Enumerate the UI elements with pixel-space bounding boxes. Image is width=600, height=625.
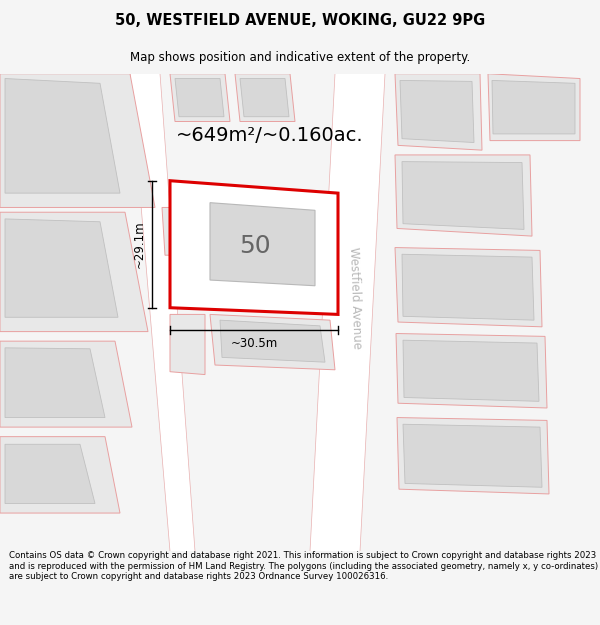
Polygon shape [402,162,524,229]
Polygon shape [170,74,230,121]
Polygon shape [210,314,335,370]
Polygon shape [5,219,118,318]
Polygon shape [0,213,148,332]
Polygon shape [488,74,580,141]
Polygon shape [5,444,95,504]
Text: 50, WESTFIELD AVENUE, WOKING, GU22 9PG: 50, WESTFIELD AVENUE, WOKING, GU22 9PG [115,13,485,28]
Polygon shape [403,424,542,488]
Polygon shape [403,340,539,401]
Text: Westfield Avenue: Westfield Avenue [347,247,363,349]
Polygon shape [170,181,338,314]
Text: Map shows position and indicative extent of the property.: Map shows position and indicative extent… [130,51,470,64]
Polygon shape [0,341,132,427]
Polygon shape [395,248,542,327]
Polygon shape [240,79,289,117]
Polygon shape [397,418,549,494]
Polygon shape [220,320,325,362]
Polygon shape [175,79,224,117]
Polygon shape [210,202,315,286]
Text: Contains OS data © Crown copyright and database right 2021. This information is : Contains OS data © Crown copyright and d… [9,551,598,581]
Polygon shape [180,202,203,255]
Polygon shape [130,74,195,551]
Text: 50: 50 [239,234,271,258]
Polygon shape [395,74,482,150]
Polygon shape [235,74,295,121]
Polygon shape [5,348,105,418]
Polygon shape [492,81,575,134]
Polygon shape [402,254,534,320]
Polygon shape [170,314,205,374]
Polygon shape [400,81,474,142]
Polygon shape [396,334,547,408]
Text: ~29.1m: ~29.1m [133,221,146,268]
Polygon shape [162,208,178,255]
Polygon shape [310,74,385,551]
Polygon shape [395,155,532,236]
Polygon shape [5,79,120,193]
Text: ~649m²/~0.160ac.: ~649m²/~0.160ac. [176,126,364,146]
Polygon shape [0,74,155,208]
Polygon shape [0,437,120,513]
Text: ~30.5m: ~30.5m [230,338,278,351]
